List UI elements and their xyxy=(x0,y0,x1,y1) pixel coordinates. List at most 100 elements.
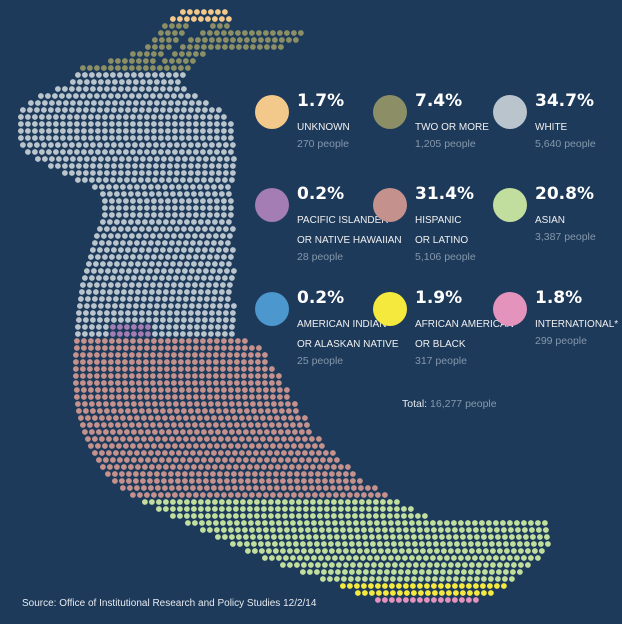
dot-hispanic xyxy=(110,429,116,435)
dot-hispanic xyxy=(209,408,215,414)
dot-hispanic xyxy=(220,422,226,428)
dot-african-american xyxy=(368,583,374,589)
dot-asian xyxy=(320,534,326,540)
dot-asian xyxy=(292,534,298,540)
dot-hispanic xyxy=(155,450,161,456)
dot-white xyxy=(176,240,182,246)
dot-white xyxy=(109,198,115,204)
dot-asian xyxy=(364,562,370,568)
dot-hispanic xyxy=(92,415,98,421)
dot-white xyxy=(229,324,235,330)
dot-white xyxy=(131,72,137,78)
dot-hispanic xyxy=(134,415,140,421)
dot-white xyxy=(90,107,96,113)
dot-hispanic xyxy=(256,492,262,498)
dot-hispanic xyxy=(124,457,130,463)
dot-hispanic xyxy=(204,415,210,421)
dot-hispanic xyxy=(116,345,122,351)
dot-white xyxy=(41,107,47,113)
dot-asian xyxy=(291,527,297,533)
dot-white xyxy=(142,219,148,225)
dot-hispanic xyxy=(109,338,115,344)
dot-hispanic xyxy=(102,443,108,449)
dot-two-or-more xyxy=(108,58,114,64)
dot-hispanic xyxy=(278,401,284,407)
dot-hispanic xyxy=(253,450,259,456)
dot-white xyxy=(190,296,196,302)
dot-white xyxy=(109,135,115,141)
dot-asian xyxy=(321,541,327,547)
dot-hispanic xyxy=(115,373,121,379)
dot-white xyxy=(180,72,186,78)
dot-white xyxy=(216,247,222,253)
dot-white xyxy=(225,184,231,190)
dot-white xyxy=(118,86,124,92)
dot-white xyxy=(110,72,116,78)
dot-hispanic xyxy=(103,429,109,435)
dot-hispanic xyxy=(255,373,261,379)
dot-hispanic xyxy=(187,429,193,435)
dot-hispanic xyxy=(158,345,164,351)
dot-asian xyxy=(413,562,419,568)
dot-asian xyxy=(233,499,239,505)
dot-hispanic xyxy=(148,415,154,421)
dot-hispanic xyxy=(210,471,216,477)
dot-white xyxy=(107,219,113,225)
dot-hispanic xyxy=(176,485,182,491)
dot-two-or-more xyxy=(298,30,304,36)
dot-white xyxy=(109,149,115,155)
dot-white xyxy=(177,219,183,225)
dot-hispanic xyxy=(192,373,198,379)
dot-african-american xyxy=(438,583,444,589)
dot-hispanic xyxy=(187,457,193,463)
dot-hispanic xyxy=(232,415,238,421)
dot-white xyxy=(204,296,210,302)
dot-white xyxy=(160,317,166,323)
dot-white xyxy=(193,114,199,120)
dot-hispanic xyxy=(284,443,290,449)
dot-white xyxy=(221,212,227,218)
dot-hispanic xyxy=(200,394,206,400)
dot-asian xyxy=(340,527,346,533)
dot-white xyxy=(76,142,82,148)
dot-white xyxy=(213,282,219,288)
dot-white xyxy=(46,149,52,155)
dot-hispanic xyxy=(228,443,234,449)
dot-hispanic xyxy=(316,450,322,456)
dot-hispanic xyxy=(257,401,263,407)
dot-two-or-more xyxy=(200,30,206,36)
dot-hispanic xyxy=(240,464,246,470)
dot-white xyxy=(193,198,199,204)
dot-hispanic xyxy=(120,485,126,491)
dot-asian xyxy=(434,548,440,554)
dot-white xyxy=(74,149,80,155)
dot-hispanic xyxy=(169,485,175,491)
dot-white xyxy=(109,121,115,127)
dot-white xyxy=(69,107,75,113)
dot-white xyxy=(153,317,159,323)
dot-hispanic xyxy=(257,457,263,463)
dot-hispanic xyxy=(80,422,86,428)
dot-hispanic xyxy=(94,352,100,358)
dot-hispanic xyxy=(109,387,115,393)
dot-asian xyxy=(338,513,344,519)
dot-asian xyxy=(357,548,363,554)
dot-hispanic xyxy=(309,450,315,456)
dot-white xyxy=(103,72,109,78)
dot-african-american xyxy=(487,583,493,589)
dot-white xyxy=(104,317,110,323)
dot-asian xyxy=(410,527,416,533)
dot-white xyxy=(133,79,139,85)
dot-white xyxy=(96,275,102,281)
dot-white xyxy=(186,254,192,260)
dot-white xyxy=(193,254,199,260)
dot-international xyxy=(431,597,437,603)
dot-white xyxy=(95,149,101,155)
dot-white xyxy=(162,240,168,246)
dot-white xyxy=(155,240,161,246)
dot-white xyxy=(63,100,69,106)
dot-white xyxy=(214,128,220,134)
dot-hispanic xyxy=(196,471,202,477)
dot-two-or-more xyxy=(152,37,158,43)
dot-hispanic xyxy=(171,422,177,428)
